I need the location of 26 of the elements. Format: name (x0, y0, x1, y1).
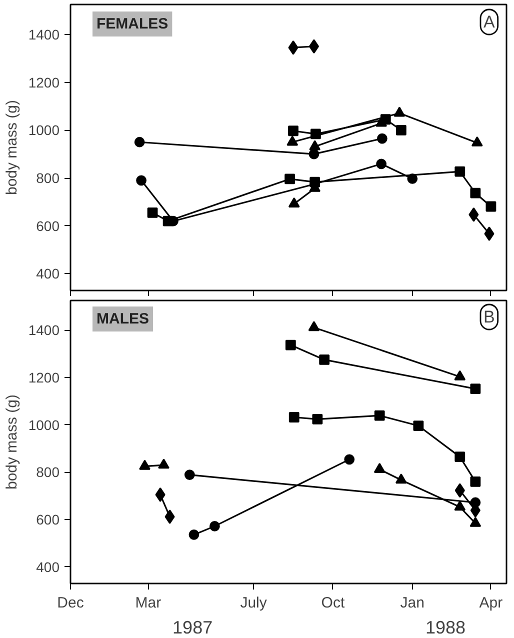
x-tick-label: Oct (321, 594, 346, 612)
x-tick-label: Mar (135, 594, 162, 612)
y-tick-label: 1000 (28, 416, 60, 433)
x-tick-label: July (240, 594, 268, 612)
x-tick-label: Dec (57, 594, 84, 612)
x-tick-label: Apr (479, 594, 503, 612)
y-axis-title: body mass (g) (3, 394, 20, 490)
y-tick-label: 1400 (28, 322, 60, 338)
text: 1988 (425, 618, 466, 638)
y-axis-title: body mass (g) (3, 100, 20, 196)
text: 1987 (172, 618, 213, 638)
y-tick-label: 800 (36, 170, 60, 186)
annotation: B (484, 308, 495, 326)
y-tick-label: 400 (36, 266, 60, 282)
y-tick-label: 400 (36, 558, 60, 575)
annotation: A (484, 12, 496, 32)
y-tick-label: 1200 (28, 369, 60, 386)
text: FEMALES (96, 16, 168, 32)
y-tick-label: 1200 (28, 74, 60, 90)
y-tick-label: 600 (36, 512, 60, 528)
x-tick-label: Jan (400, 594, 424, 612)
text: MALES (96, 310, 149, 328)
y-tick-label: 1400 (28, 26, 60, 42)
y-tick-label: 800 (36, 464, 60, 480)
y-tick-label: 600 (36, 218, 60, 234)
y-tick-label: 1000 (28, 122, 60, 138)
